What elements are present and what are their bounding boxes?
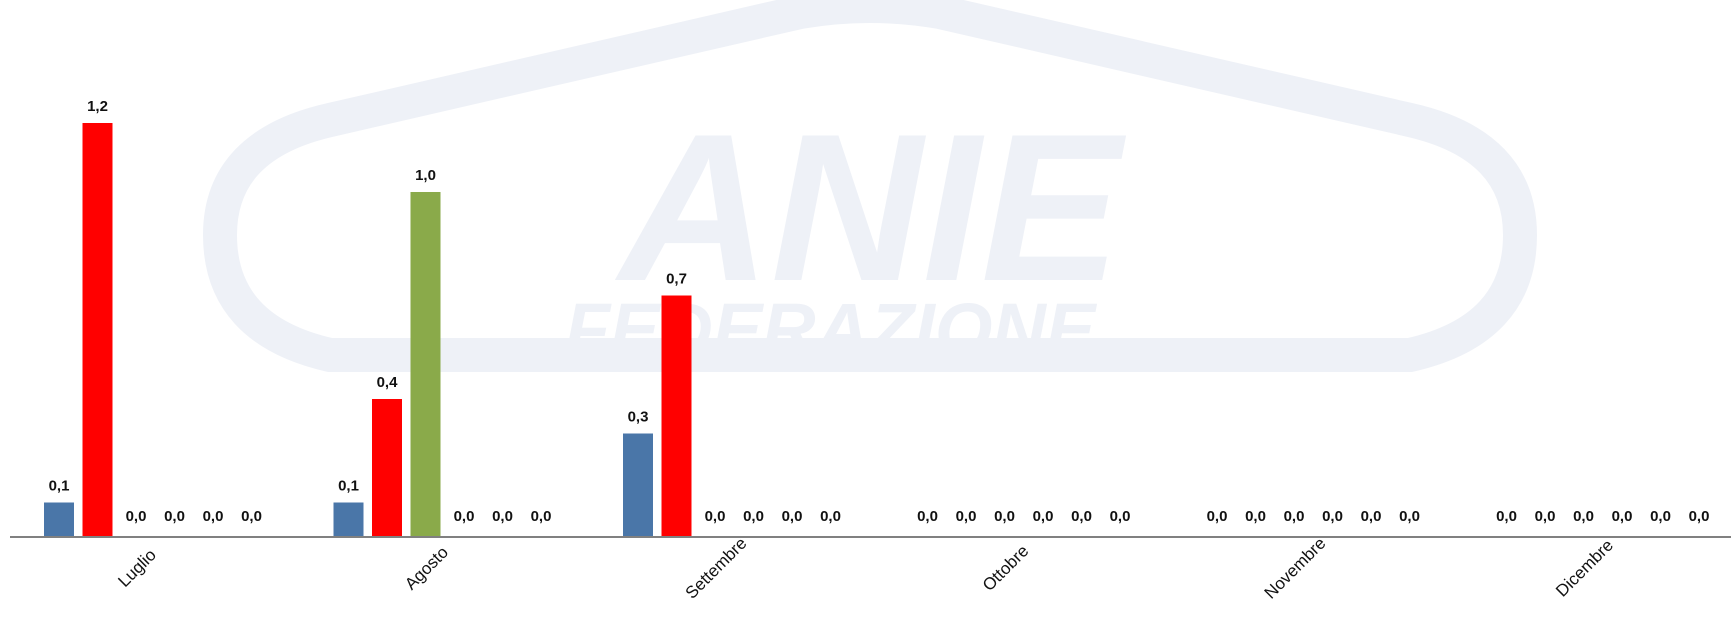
watermark-sub-text: FEDERAZIONE bbox=[565, 288, 1098, 371]
value-label-luglio-series-6: 0,0 bbox=[241, 508, 262, 525]
value-label-settembre-series-4: 0,0 bbox=[743, 508, 764, 525]
bar-agosto-series-3 bbox=[410, 192, 441, 537]
bars-layer bbox=[44, 123, 692, 537]
category-label-agosto: Agosto bbox=[401, 543, 452, 594]
value-label-agosto-series-4: 0,0 bbox=[454, 508, 475, 525]
bar-agosto-series-2 bbox=[372, 399, 402, 537]
value-label-dicembre-series-6: 0,0 bbox=[1689, 508, 1710, 525]
value-label-settembre-series-2: 0,7 bbox=[666, 271, 687, 288]
value-label-novembre-series-2: 0,0 bbox=[1245, 508, 1266, 525]
category-label-luglio: Luglio bbox=[114, 545, 160, 591]
bar-agosto-series-1 bbox=[333, 502, 364, 537]
value-label-novembre-series-3: 0,0 bbox=[1284, 508, 1305, 525]
value-label-novembre-series-5: 0,0 bbox=[1361, 508, 1382, 525]
category-label-ottobre: Ottobre bbox=[979, 541, 1033, 595]
value-label-dicembre-series-3: 0,0 bbox=[1573, 508, 1594, 525]
bar-settembre-series-2 bbox=[661, 295, 692, 537]
category-label-dicembre: Dicembre bbox=[1552, 536, 1617, 601]
value-label-dicembre-series-2: 0,0 bbox=[1535, 508, 1556, 525]
value-label-novembre-series-6: 0,0 bbox=[1399, 508, 1420, 525]
value-label-agosto-series-6: 0,0 bbox=[531, 508, 552, 525]
value-label-settembre-series-1: 0,3 bbox=[628, 409, 649, 426]
value-label-novembre-series-1: 0,0 bbox=[1207, 508, 1228, 525]
category-label-novembre: Novembre bbox=[1261, 534, 1330, 603]
value-label-settembre-series-6: 0,0 bbox=[820, 508, 841, 525]
value-label-agosto-series-1: 0,1 bbox=[338, 478, 359, 495]
value-label-agosto-series-3: 1,0 bbox=[415, 167, 436, 184]
value-label-ottobre-series-3: 0,0 bbox=[994, 508, 1015, 525]
value-label-agosto-series-2: 0,4 bbox=[377, 374, 399, 391]
value-label-luglio-series-4: 0,0 bbox=[164, 508, 185, 525]
value-label-ottobre-series-5: 0,0 bbox=[1071, 508, 1092, 525]
category-label-settembre: Settembre bbox=[682, 534, 751, 603]
value-label-dicembre-series-5: 0,0 bbox=[1650, 508, 1671, 525]
category-labels-layer: Luglio Agosto Settembre Ottobre Novembre Dice… bbox=[114, 534, 1617, 603]
value-label-settembre-series-5: 0,0 bbox=[782, 508, 803, 525]
value-label-agosto-series-5: 0,0 bbox=[492, 508, 513, 525]
value-labels-layer: 0,1 1,2 0,0 0,0 0,0 0,0 0,1 0,4 1,0 0,0 0,0 0,0 0,3 0… bbox=[49, 98, 1710, 525]
value-label-ottobre-series-1: 0,0 bbox=[917, 508, 938, 525]
value-label-luglio-series-2: 1,2 bbox=[87, 98, 108, 115]
bar-luglio-series-2 bbox=[82, 123, 113, 537]
value-label-settembre-series-3: 0,0 bbox=[705, 508, 726, 525]
bar-settembre-series-1 bbox=[623, 433, 653, 537]
bar-luglio-series-1 bbox=[44, 502, 74, 537]
value-label-luglio-series-1: 0,1 bbox=[49, 478, 70, 495]
value-label-ottobre-series-4: 0,0 bbox=[1033, 508, 1054, 525]
value-label-novembre-series-4: 0,0 bbox=[1322, 508, 1343, 525]
anie-watermark-logo: ANIE FEDERAZIONE bbox=[203, 0, 1537, 372]
watermark-outline bbox=[203, 0, 1537, 372]
value-label-dicembre-series-4: 0,0 bbox=[1612, 508, 1633, 525]
value-label-dicembre-series-1: 0,0 bbox=[1496, 508, 1517, 525]
value-label-luglio-series-3: 0,0 bbox=[126, 508, 147, 525]
value-label-luglio-series-5: 0,0 bbox=[203, 508, 224, 525]
value-label-ottobre-series-6: 0,0 bbox=[1110, 508, 1131, 525]
watermark-logo-text: ANIE bbox=[614, 90, 1127, 325]
value-label-ottobre-series-2: 0,0 bbox=[956, 508, 977, 525]
